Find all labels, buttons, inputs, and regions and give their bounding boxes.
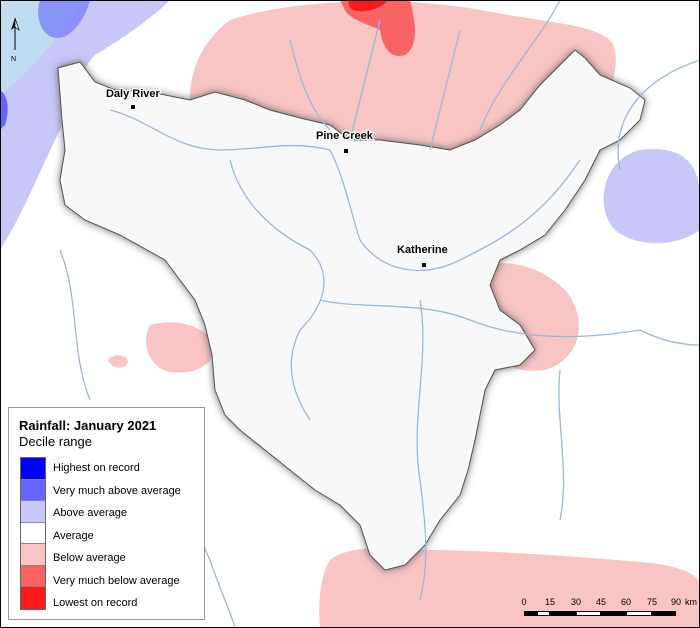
legend-label: Below average [53, 552, 126, 564]
above-average-region [0, 0, 170, 250]
town-marker [344, 149, 348, 153]
below-average-region [146, 322, 215, 373]
town-daly-river[interactable]: Daly River [105, 87, 162, 109]
legend-swatch [21, 565, 45, 587]
scale-segment [652, 611, 676, 616]
legend: Rainfall: January 2021 Decile range High… [8, 407, 205, 620]
town-pine-creek[interactable]: Pine Creek [315, 129, 375, 153]
scale-segment [626, 611, 652, 616]
town-label: Katherine [397, 244, 448, 256]
scale-tick: 75 [646, 597, 658, 607]
scale-unit: km [685, 597, 697, 607]
legend-swatch [21, 501, 45, 523]
scale-tick: 45 [595, 597, 607, 607]
north-label: N [11, 56, 16, 63]
below-average-region [319, 548, 700, 628]
above-average-region [38, 0, 90, 39]
scale-segment [537, 611, 550, 616]
legend-label: Above average [53, 507, 127, 519]
legend-label: Average [53, 529, 94, 542]
legend-label: Very much below average [53, 574, 180, 587]
scale-tick: 90 [670, 597, 682, 607]
above-average-region [0, 90, 8, 130]
town-katherine[interactable]: Katherine [396, 243, 449, 267]
legend-label: Lowest on record [53, 597, 138, 609]
scale-segment [550, 611, 576, 616]
below-average-region [108, 355, 128, 368]
legend-label: Highest on record [53, 462, 140, 474]
scale-tick: 30 [570, 597, 582, 607]
legend-swatch [21, 587, 45, 609]
legend-label: Very much above average [53, 484, 181, 497]
scale-tick: 0 [521, 597, 527, 607]
town-marker [131, 105, 135, 109]
scale-segment [524, 611, 537, 616]
catchment-area [57, 49, 646, 571]
town-label: Daly River [106, 88, 161, 100]
town-marker [422, 263, 426, 267]
legend-subtitle: Decile range [19, 434, 92, 449]
legend-swatches [20, 457, 46, 610]
legend-swatch [21, 479, 45, 501]
legend-swatch [21, 544, 45, 566]
legend-swatch [21, 458, 45, 480]
north-arrow: N [11, 17, 20, 63]
town-label: Pine Creek [316, 130, 374, 142]
legend-labels: Highest on record Very much above averag… [53, 457, 181, 615]
legend-title: Rainfall: January 2021 [19, 418, 157, 433]
legend-swatch [21, 522, 45, 544]
lowest-on-record-region [348, 0, 388, 12]
rivers [59, 0, 700, 628]
scale-tick: 60 [620, 597, 632, 607]
scale-segment [576, 611, 601, 616]
above-average-region [603, 149, 700, 244]
scale-bar: 0 15 30 45 60 75 90 km [516, 597, 697, 621]
scale-segment [601, 611, 626, 616]
scale-tick: 15 [544, 597, 556, 607]
